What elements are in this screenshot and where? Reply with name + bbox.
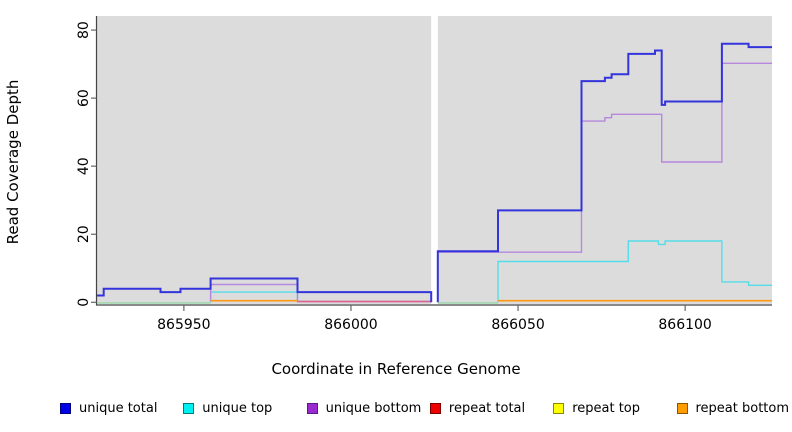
y-axis-label: Read Coverage Depth — [4, 79, 22, 245]
y-tick-label: 0 — [76, 298, 92, 307]
legend-swatch-unique_total — [60, 402, 71, 414]
series-unique_bottom-line — [437, 62, 772, 302]
legend-item-repeat_top: repeat top — [553, 398, 640, 418]
x-tick-label: 866050 — [491, 317, 544, 333]
legend: unique total unique top unique bottom repea… — [0, 398, 792, 420]
legend-label-unique_total: unique total — [79, 400, 158, 416]
legend-item-unique_top: unique top — [183, 398, 272, 418]
series-unique_top-line — [497, 240, 772, 303]
legend-swatch-repeat_total — [429, 402, 441, 414]
legend-item-unique_bottom: unique bottom — [306, 398, 422, 418]
legend-swatch-unique_bottom — [306, 402, 318, 414]
legend-swatch-repeat_top — [553, 402, 565, 414]
legend-swatch-repeat_bottom — [676, 402, 688, 414]
legend-label-repeat_total: repeat total — [448, 400, 526, 416]
series-unique_total-line — [97, 277, 433, 303]
x-tick-label: 866100 — [658, 317, 711, 333]
x-tick-label: 865950 — [157, 317, 210, 333]
y-tick-label: 20 — [76, 225, 92, 243]
legend-label-unique_top: unique top — [202, 400, 273, 416]
y-tick-label: 80 — [76, 21, 92, 39]
coverage-gap-band — [431, 16, 438, 304]
series-unique_total-line — [436, 42, 772, 303]
x-axis-label: Coordinate in Reference Genome — [271, 360, 521, 378]
y-tick-label: 40 — [76, 157, 92, 175]
legend-item-repeat_bottom: repeat bottom — [676, 398, 790, 418]
y-tick-label: 60 — [76, 89, 92, 107]
legend-swatch-unique_top — [183, 402, 195, 414]
legend-label-repeat_top: repeat top — [572, 400, 640, 416]
legend-item-unique_total: unique total — [60, 398, 157, 418]
legend-item-repeat_total: repeat total — [429, 398, 526, 418]
x-tick-label: 866000 — [324, 317, 377, 333]
legend-label-repeat_bottom: repeat bottom — [695, 400, 790, 416]
legend-label-unique_bottom: unique bottom — [325, 400, 422, 416]
